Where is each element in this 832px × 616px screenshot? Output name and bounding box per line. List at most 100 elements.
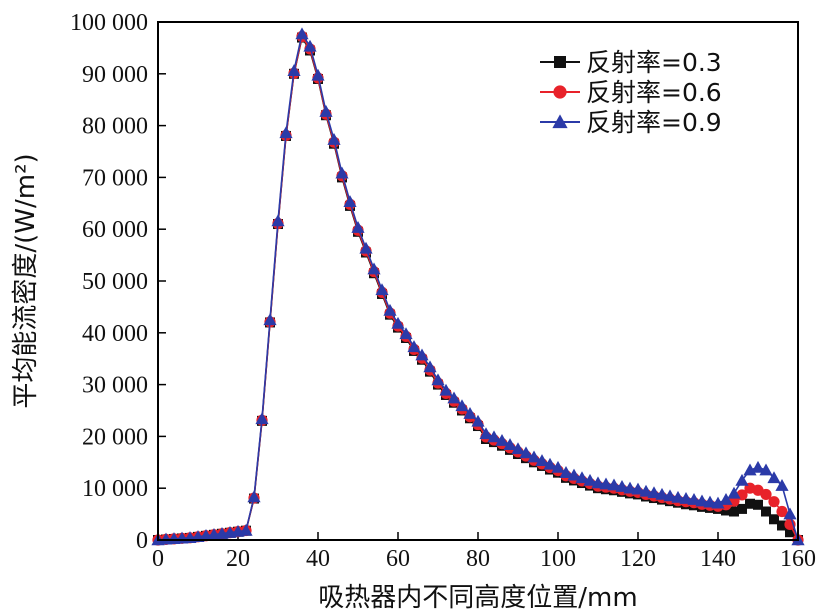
x-tick-label: 0 [152,546,164,572]
data-point-triangle [287,64,301,76]
data-point-square [554,56,566,68]
data-point-triangle [247,490,261,503]
x-tick-label: 100 [540,546,576,572]
data-point-triangle [711,496,725,509]
data-point-circle [776,505,788,518]
data-point-triangle [527,450,541,463]
y-axis-title: 平均能流密度/(W/m²) [11,153,41,408]
data-point-triangle [551,460,565,473]
legend-label: 反射率=0.9 [586,108,722,137]
legend-item: 反射率=0.3 [540,48,722,77]
y-tick-label: 90 000 [82,62,148,88]
data-point-triangle [343,195,357,208]
data-point-triangle [423,360,437,373]
data-point-square [785,527,795,538]
x-tick-label: 80 [466,546,490,572]
data-point-triangle [607,478,621,491]
data-point-triangle [335,166,349,179]
data-point-triangle [767,471,781,484]
data-point-triangle [439,383,453,396]
series-layer [151,27,805,546]
data-point-triangle [559,466,573,478]
data-point-triangle [391,316,405,329]
data-point-triangle [455,399,469,412]
plot-frame [157,21,799,541]
data-point-triangle [783,507,797,520]
data-point-triangle [751,460,765,473]
data-point-triangle [503,438,517,450]
data-point-triangle [303,39,317,52]
x-tick-label: 20 [226,546,250,572]
data-point-triangle [239,523,253,536]
x-tick-label: 140 [700,546,736,572]
data-point-triangle [655,487,669,500]
data-point-triangle [399,327,413,340]
x-tick-label: 160 [780,546,816,572]
data-point-triangle [471,414,485,427]
data-point-circle [768,496,780,508]
y-tick-label: 10 000 [82,476,148,502]
y-tick-label: 30 000 [82,373,148,399]
data-point-square [745,498,755,509]
data-point-triangle [431,373,445,386]
x-axis-title: 吸热器内不同高度位置/mm [318,583,637,613]
data-point-triangle [535,454,549,467]
data-point-triangle [415,348,429,361]
data-point-square [769,514,779,525]
data-point-triangle [447,391,461,404]
data-point-triangle [463,407,477,419]
data-point-triangle [639,484,653,497]
data-point-triangle [279,126,293,139]
data-point-triangle [319,105,333,117]
data-point-triangle [599,477,613,490]
data-point-triangle [407,340,421,353]
data-point-triangle [519,446,533,459]
data-point-triangle [263,313,277,326]
data-point-square [729,506,739,517]
data-point-triangle [623,481,637,494]
data-point-triangle [575,471,589,484]
data-point-triangle [543,457,557,470]
legend-item: 反射率=0.6 [540,78,722,107]
data-point-triangle [479,427,493,440]
y-tick-label: 100 000 [70,10,148,36]
data-point-square [777,520,787,531]
data-point-square [737,503,747,514]
data-point-triangle [719,492,733,505]
data-point-triangle [647,486,661,499]
data-point-triangle [735,473,749,486]
data-point-triangle [351,221,365,233]
data-point-triangle [511,442,525,455]
x-tick-label: 120 [620,546,656,572]
data-point-triangle [671,490,685,503]
data-point-triangle [615,480,629,492]
data-point-triangle [255,412,269,425]
y-tick-label: 70 000 [82,165,148,191]
x-tick-label: 40 [306,546,330,572]
data-point-triangle [687,492,701,505]
data-point-triangle [695,494,709,507]
data-point-triangle [775,479,789,491]
legend-item: 反射率=0.9 [540,108,722,137]
data-point-square [761,506,771,517]
data-point-triangle [703,495,717,508]
legend-label: 反射率=0.6 [586,78,722,107]
data-point-circle [760,488,772,501]
y-tick-label: 40 000 [82,321,148,347]
legend-label: 反射率=0.3 [586,48,722,77]
data-point-triangle [567,468,581,481]
data-point-square [753,499,763,510]
y-tick-label: 50 000 [82,269,148,295]
data-point-triangle [311,68,325,81]
x-tick-label: 60 [386,546,410,572]
y-tick-label: 80 000 [82,114,148,140]
data-point-triangle [663,489,677,502]
data-point-triangle [367,262,381,275]
data-point-triangle [295,27,309,40]
data-point-triangle [487,430,501,443]
data-point-triangle [495,433,509,446]
data-point-triangle [591,476,605,489]
